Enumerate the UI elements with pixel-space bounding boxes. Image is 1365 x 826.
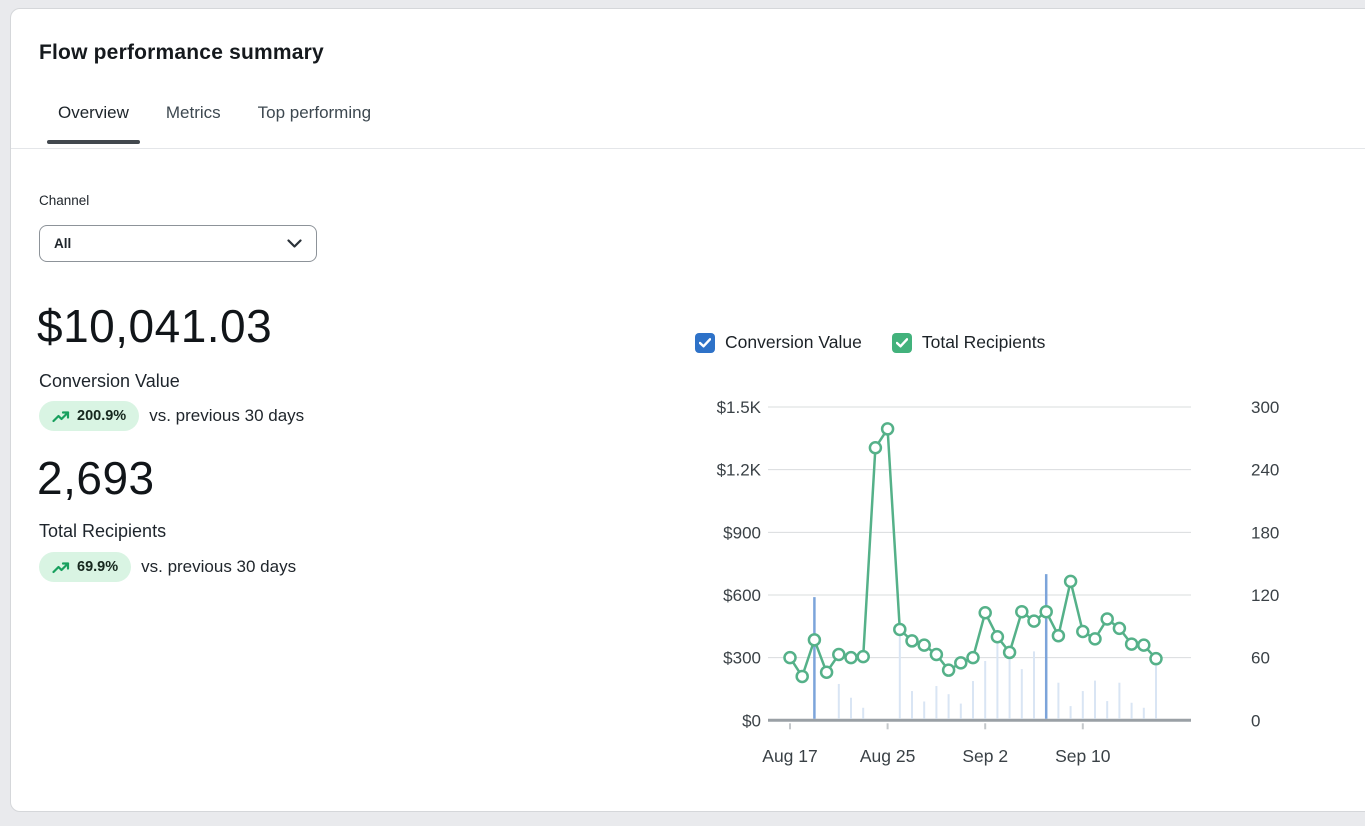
trend-badge: 69.9% bbox=[39, 552, 132, 582]
channel-select[interactable]: All bbox=[39, 225, 317, 262]
trending-up-icon bbox=[52, 411, 70, 423]
total-recipients-point bbox=[1076, 624, 1090, 639]
page-title: Flow performance summary bbox=[39, 41, 324, 64]
x-axis-label: Sep 2 bbox=[962, 746, 1008, 766]
total-recipients-point bbox=[1112, 621, 1127, 636]
total-recipients-point bbox=[1002, 645, 1017, 660]
total-recipients-point bbox=[966, 650, 980, 665]
total-recipients-trend-row: 69.9% vs. previous 30 days bbox=[39, 552, 296, 582]
total-recipients-point bbox=[795, 669, 809, 684]
left-axis-tick: $1.5K bbox=[717, 398, 762, 417]
legend-checkbox[interactable] bbox=[891, 332, 912, 353]
total-recipients-point bbox=[941, 663, 956, 677]
tab-bar: Overview Metrics Top performing bbox=[47, 95, 382, 144]
compare-text: vs. previous 30 days bbox=[149, 406, 305, 425]
right-axis-tick: 120 bbox=[1251, 586, 1279, 605]
chevron-down-icon bbox=[287, 238, 302, 249]
total-recipients-point bbox=[783, 650, 797, 665]
x-axis-label: Aug 17 bbox=[762, 746, 817, 766]
left-axis-tick: $0 bbox=[742, 711, 761, 730]
trending-up-icon bbox=[52, 562, 70, 574]
total-recipients-point bbox=[978, 605, 992, 620]
legend-item-conversion-value[interactable]: Conversion Value bbox=[695, 332, 862, 353]
chart-legend: Conversion Value Total Recipients bbox=[695, 332, 1045, 353]
left-axis-tick: $600 bbox=[723, 586, 761, 605]
total-recipients-point bbox=[1149, 651, 1163, 666]
trend-badge-value: 69.9% bbox=[77, 559, 119, 575]
legend-label: Conversion Value bbox=[725, 332, 862, 352]
conversion-value-stat: $10,041.03 bbox=[37, 300, 273, 352]
checkmark-icon bbox=[699, 337, 711, 348]
channel-label: Channel bbox=[39, 193, 90, 208]
compare-text: vs. previous 30 days bbox=[141, 557, 297, 576]
checkmark-icon bbox=[895, 337, 908, 348]
total-recipients-point bbox=[1137, 638, 1151, 652]
total-recipients-point bbox=[856, 649, 870, 664]
chart-canvas[interactable]: $1.5K 300 $1.2K 240 $900 180 $600 120 $300 60 $0 0 A… bbox=[691, 393, 1311, 803]
conversion-value-stat-label: Conversion Value bbox=[39, 371, 180, 391]
flow-performance-card: Flow performance summary Overview Metric… bbox=[10, 8, 1365, 812]
tab-top-performing[interactable]: Top performing bbox=[257, 103, 372, 122]
total-recipients-stat-label: Total Recipients bbox=[39, 521, 167, 541]
total-recipients-point bbox=[868, 440, 883, 455]
trend-badge-value: 200.9% bbox=[77, 408, 127, 424]
total-recipients-point bbox=[954, 656, 968, 670]
legend-item-total-recipients[interactable]: Total Recipients bbox=[891, 332, 1046, 353]
trend-badge: 200.9% bbox=[39, 401, 140, 431]
legend-label: Total Recipients bbox=[921, 332, 1046, 352]
total-recipients-point bbox=[1015, 604, 1029, 619]
left-axis-tick: $1.2K bbox=[717, 461, 762, 480]
total-recipients-point bbox=[819, 665, 834, 680]
total-recipients-point bbox=[1088, 632, 1102, 646]
total-recipients-point bbox=[832, 647, 846, 662]
total-recipients-point bbox=[917, 638, 931, 652]
tab-metrics[interactable]: Metrics bbox=[165, 103, 221, 122]
right-axis-tick: 180 bbox=[1251, 523, 1279, 542]
total-recipients-point bbox=[844, 650, 858, 665]
right-axis-tick: 0 bbox=[1251, 711, 1260, 730]
right-axis-tick: 300 bbox=[1251, 398, 1279, 417]
x-axis-label: Aug 25 bbox=[860, 746, 915, 766]
total-recipients-point bbox=[1100, 612, 1114, 626]
total-recipients-point bbox=[1124, 637, 1139, 651]
conversion-value-trend-row: 200.9% vs. previous 30 days bbox=[39, 401, 304, 431]
total-recipients-point bbox=[880, 422, 895, 436]
right-axis-tick: 240 bbox=[1251, 461, 1279, 480]
total-recipients-point bbox=[1063, 574, 1078, 589]
total-recipients-point bbox=[905, 634, 919, 648]
header-divider bbox=[11, 148, 1365, 149]
total-recipients-point bbox=[929, 647, 944, 662]
total-recipients-point bbox=[807, 633, 822, 647]
total-recipients-point bbox=[1051, 628, 1066, 643]
total-recipients-point bbox=[1027, 614, 1041, 628]
channel-select-value: All bbox=[54, 236, 72, 251]
right-axis-tick: 60 bbox=[1251, 649, 1270, 668]
total-recipients-point bbox=[990, 630, 1005, 644]
left-axis-tick: $300 bbox=[723, 649, 761, 668]
total-recipients-point bbox=[893, 622, 907, 637]
total-recipients-point bbox=[1039, 604, 1053, 619]
total-recipients-stat: 2,693 bbox=[37, 452, 155, 504]
x-axis-label: Sep 10 bbox=[1055, 746, 1111, 766]
left-axis-tick: $900 bbox=[723, 523, 761, 542]
legend-checkbox[interactable] bbox=[695, 332, 715, 353]
tab-overview[interactable]: Overview bbox=[47, 95, 140, 144]
flow-performance-chart[interactable]: $1.5K 300 $1.2K 240 $900 180 $600 120 $300 60 $0 0 A… bbox=[691, 393, 1311, 803]
